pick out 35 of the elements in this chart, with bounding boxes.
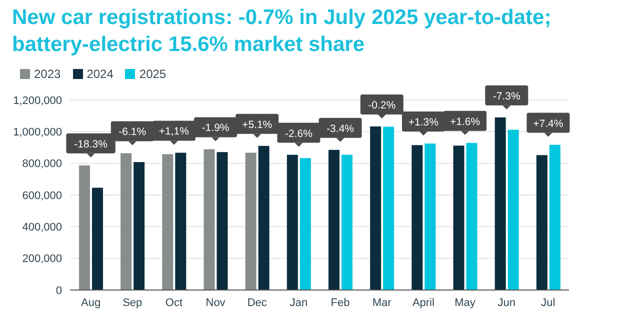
x-tick-label: Oct: [165, 296, 183, 309]
annotation: -2.6%: [284, 128, 312, 140]
x-tick-label: Jan: [290, 296, 308, 309]
x-tick-label: Mar: [372, 296, 392, 309]
annotation: +1.6%: [450, 116, 480, 128]
legend-label: 2023: [33, 67, 61, 81]
y-tick-label: 400,000: [22, 222, 62, 234]
annotation: -7.3%: [492, 90, 520, 102]
annotation: -6.1%: [118, 126, 146, 138]
y-tick-label: 800,000: [22, 158, 62, 170]
x-tick-label: Jun: [498, 296, 516, 309]
y-tick-label: 600,000: [22, 190, 62, 202]
x-tick-label: April: [412, 296, 434, 309]
annotation: +7.4%: [533, 118, 564, 130]
annotation: +1.3%: [408, 116, 438, 129]
y-tick-label: 1,000,000: [13, 126, 62, 139]
x-tick-label: Sep: [122, 296, 142, 309]
chart-title: New car registrations: -0.7% in July 2025 year-to-date; battery-electric 15.6% market share: [11, 5, 552, 58]
y-tick-label: 200,000: [22, 253, 62, 266]
x-tick-label: May: [454, 296, 476, 309]
x-tick-label: Aug: [81, 296, 101, 309]
y-tick-label: 0: [56, 284, 62, 297]
x-tick-label: Feb: [330, 296, 350, 309]
annotation: +5.1%: [242, 118, 272, 131]
x-tick-label: Dec: [247, 296, 268, 309]
x-tick-label: Nov: [206, 296, 226, 309]
annotation: -1.9%: [202, 122, 230, 134]
annotation: -3.4%: [326, 122, 354, 135]
annotation: +1,1%: [158, 126, 189, 138]
annotation: -0.2%: [368, 99, 396, 112]
legend-label: 2025: [138, 67, 166, 81]
legend-label: 2024: [86, 67, 114, 81]
annotation: -18.3%: [74, 138, 108, 150]
y-tick-label: 1,200,000: [13, 94, 62, 107]
x-tick-label: Jul: [541, 296, 556, 309]
